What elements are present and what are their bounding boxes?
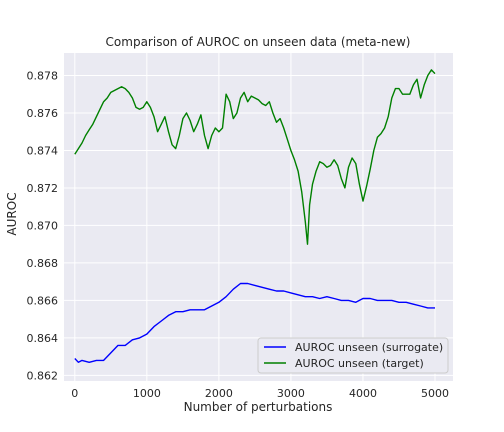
y-tick-labels: 0.862 0.864 0.866 0.868 0.870 0.872 0.874 0.876… — [27, 69, 59, 382]
x-tick-label: 2000 — [205, 387, 233, 400]
chart-title: Comparison of AUROC on unseen data (meta… — [106, 35, 411, 49]
y-tick-label: 0.876 — [27, 107, 59, 120]
grid-lines — [64, 53, 453, 381]
y-axis-title: AUROC — [5, 192, 19, 235]
y-tick-label: 0.862 — [27, 369, 59, 382]
x-tick-label: 1000 — [133, 387, 161, 400]
series-line-surrogate — [74, 282, 435, 363]
legend-label-target: AUROC unseen (target) — [295, 357, 424, 370]
series-layer — [74, 69, 436, 363]
legend-box — [257, 337, 449, 374]
y-tick-label: 0.878 — [27, 69, 59, 82]
legend-label-surrogate: AUROC unseen (surrogate) — [295, 341, 443, 354]
x-tick-label: 0 — [71, 387, 78, 400]
y-tick-label: 0.864 — [27, 332, 59, 345]
y-tick-label: 0.868 — [27, 257, 59, 270]
y-tick-label: 0.870 — [27, 219, 59, 232]
y-tick-label: 0.866 — [27, 294, 59, 307]
legend: AUROC unseen (surrogate) AUROC unseen (t… — [257, 337, 449, 374]
x-tick-label: 4000 — [349, 387, 377, 400]
x-axis-title: Number of perturbations — [184, 400, 333, 414]
y-tick-label: 0.872 — [27, 182, 59, 195]
y-tick-label: 0.874 — [27, 144, 59, 157]
plot-area — [64, 53, 453, 381]
x-tick-labels: 0 1000 2000 3000 4000 5000 — [71, 387, 449, 400]
x-tick-label: 3000 — [277, 387, 305, 400]
series-line-target — [74, 69, 436, 245]
x-tick-label: 5000 — [421, 387, 449, 400]
